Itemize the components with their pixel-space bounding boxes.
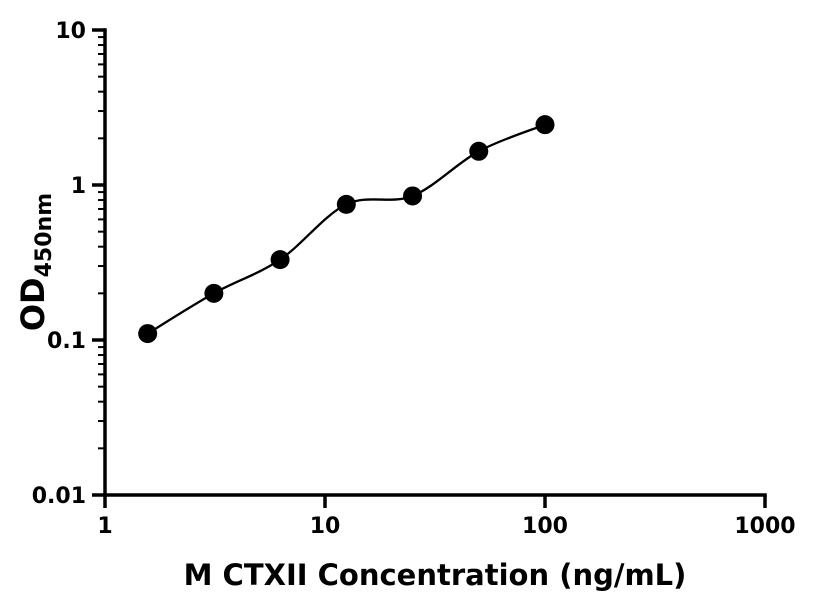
data-point xyxy=(403,186,423,206)
x-tick-label: 10 xyxy=(310,514,341,539)
y-axis-title-sub: 450nm xyxy=(32,192,57,278)
y-axis-title-main: OD xyxy=(14,277,52,332)
y-tick-label: 0.1 xyxy=(47,329,86,354)
y-tick-label: 10 xyxy=(55,19,86,44)
data-point xyxy=(204,283,224,303)
data-point xyxy=(469,141,489,161)
x-tick-label: 1 xyxy=(97,514,112,539)
x-axis-title: M CTXII Concentration (ng/mL) xyxy=(183,558,687,592)
data-point xyxy=(270,250,290,270)
y-tick-label: 0.01 xyxy=(32,484,86,509)
data-point xyxy=(138,324,158,344)
x-tick-label: 1000 xyxy=(734,514,795,539)
data-point xyxy=(535,115,555,135)
data-point xyxy=(336,194,356,214)
data-points xyxy=(138,115,555,344)
x-tick-label: 100 xyxy=(522,514,568,539)
y-tick-label: 1 xyxy=(71,174,86,199)
y-axis-ticks: 0.01 0.1 1 10 xyxy=(32,19,105,509)
y-axis-minor-ticks xyxy=(98,36,105,450)
x-axis-ticks: 1 10 100 1000 xyxy=(97,495,796,539)
y-axis-title: OD450nm xyxy=(14,193,57,332)
axis-frame xyxy=(103,28,767,497)
